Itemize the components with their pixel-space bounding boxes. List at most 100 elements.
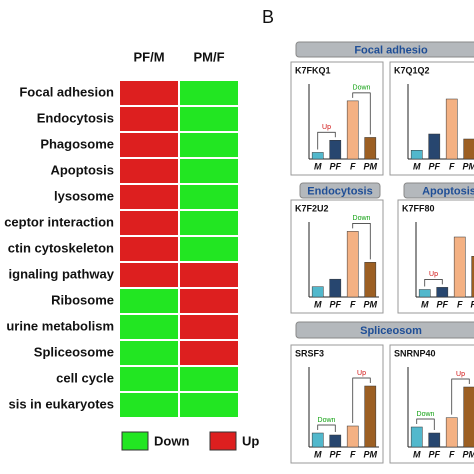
bracket — [317, 131, 336, 150]
x-tick-label: F — [350, 449, 356, 459]
row-label: lysosome — [54, 188, 114, 203]
heatmap-cell — [180, 107, 238, 131]
bar — [346, 425, 359, 448]
chart-title: K7Q1Q2 — [394, 65, 430, 75]
x-tick-label: PM — [463, 449, 474, 459]
annotation: Up — [322, 124, 331, 131]
heatmap-cell — [120, 185, 178, 209]
legend-label: Down — [154, 433, 189, 448]
x-tick-label: F — [350, 161, 356, 171]
bracket — [352, 223, 371, 260]
heatmap-cell — [120, 107, 178, 131]
x-tick-label: PF — [428, 449, 440, 459]
row-label: Phagosome — [40, 136, 114, 151]
x-tick-label: M — [421, 299, 429, 309]
row-label: ceptor interaction — [4, 214, 114, 229]
chart-title: SNRNP40 — [394, 348, 436, 358]
chart-title: K7FF80 — [402, 203, 435, 213]
heatmap-cell — [180, 159, 238, 183]
heatmap-cell — [180, 263, 238, 287]
row-label: cell cycle — [56, 370, 114, 385]
row-label: urine metabolism — [6, 318, 114, 333]
bar — [436, 287, 449, 298]
bar — [428, 133, 441, 160]
legend-swatch — [121, 431, 149, 451]
row-label: Endocytosis — [37, 110, 114, 125]
x-tick-label: PF — [428, 161, 440, 171]
row-label: Focal adhesion — [19, 84, 114, 99]
group-header — [295, 321, 474, 339]
annotation: Down — [353, 85, 371, 92]
row-label: Spliceosome — [34, 344, 114, 359]
bar — [346, 100, 359, 160]
x-tick-label: PF — [436, 299, 448, 309]
group-title: Focal adhesio — [354, 44, 428, 56]
group-title: Endocytosis — [307, 185, 372, 197]
heatmap-cell — [180, 341, 238, 365]
heatmap-cell — [120, 315, 178, 339]
bar — [463, 138, 474, 160]
bar — [329, 278, 342, 298]
heatmap-cell — [120, 211, 178, 235]
panel-label: B — [262, 7, 274, 27]
bar — [410, 150, 423, 160]
bracket — [352, 92, 371, 135]
heatmap-cell — [120, 133, 178, 157]
annotation: Up — [429, 271, 438, 278]
x-tick-label: PM — [364, 299, 378, 309]
bar — [428, 432, 441, 448]
x-tick-label: M — [314, 161, 322, 171]
x-tick-label: PM — [471, 299, 474, 309]
bar — [410, 426, 423, 448]
bar — [329, 140, 342, 160]
x-tick-label: PM — [364, 161, 378, 171]
x-tick-label: PF — [329, 449, 341, 459]
heatmap-cell — [180, 315, 238, 339]
bracket — [451, 378, 470, 415]
heatmap-cell — [120, 367, 178, 391]
heatmap-cell — [120, 81, 178, 105]
chart-title: SRSF3 — [295, 348, 324, 358]
x-tick-label: M — [314, 299, 322, 309]
chart-title: K7F2U2 — [295, 203, 329, 213]
bar — [471, 256, 474, 298]
heatmap-cell — [180, 185, 238, 209]
row-label: ignaling pathway — [9, 266, 115, 281]
column-header: PF/M — [133, 49, 164, 64]
x-tick-label: PF — [329, 161, 341, 171]
heatmap-cell — [120, 393, 178, 417]
bar — [445, 417, 458, 448]
bracket — [416, 418, 435, 430]
row-label: Apoptosis — [50, 162, 114, 177]
x-tick-label: M — [413, 161, 421, 171]
row-label: Ribosome — [51, 292, 114, 307]
bar — [364, 137, 377, 160]
x-tick-label: PM — [364, 449, 378, 459]
group-header — [299, 182, 381, 199]
heatmap-cell — [180, 289, 238, 313]
chart-title: K7FKQ1 — [295, 65, 331, 75]
column-header: PM/F — [193, 49, 224, 64]
row-label: sis in eukaryotes — [9, 396, 115, 411]
heatmap-cell — [120, 237, 178, 261]
group-title: Apoptosis — [422, 185, 474, 197]
bracket — [424, 279, 443, 287]
group-header — [403, 182, 474, 199]
bar — [329, 434, 342, 448]
annotation: Up — [357, 370, 366, 377]
row-label: ctin cytoskeleton — [8, 240, 114, 255]
x-tick-label: F — [350, 299, 356, 309]
legend-label: Up — [242, 433, 259, 448]
heatmap-cell — [180, 81, 238, 105]
x-tick-label: PM — [463, 161, 474, 171]
x-tick-label: F — [457, 299, 463, 309]
bar — [311, 152, 324, 160]
heatmap-cell — [180, 393, 238, 417]
bar — [311, 432, 324, 448]
annotation: Up — [456, 371, 465, 378]
bar — [364, 262, 377, 298]
bar — [453, 236, 466, 298]
heatmap-cell — [180, 133, 238, 157]
group-header — [295, 41, 474, 58]
